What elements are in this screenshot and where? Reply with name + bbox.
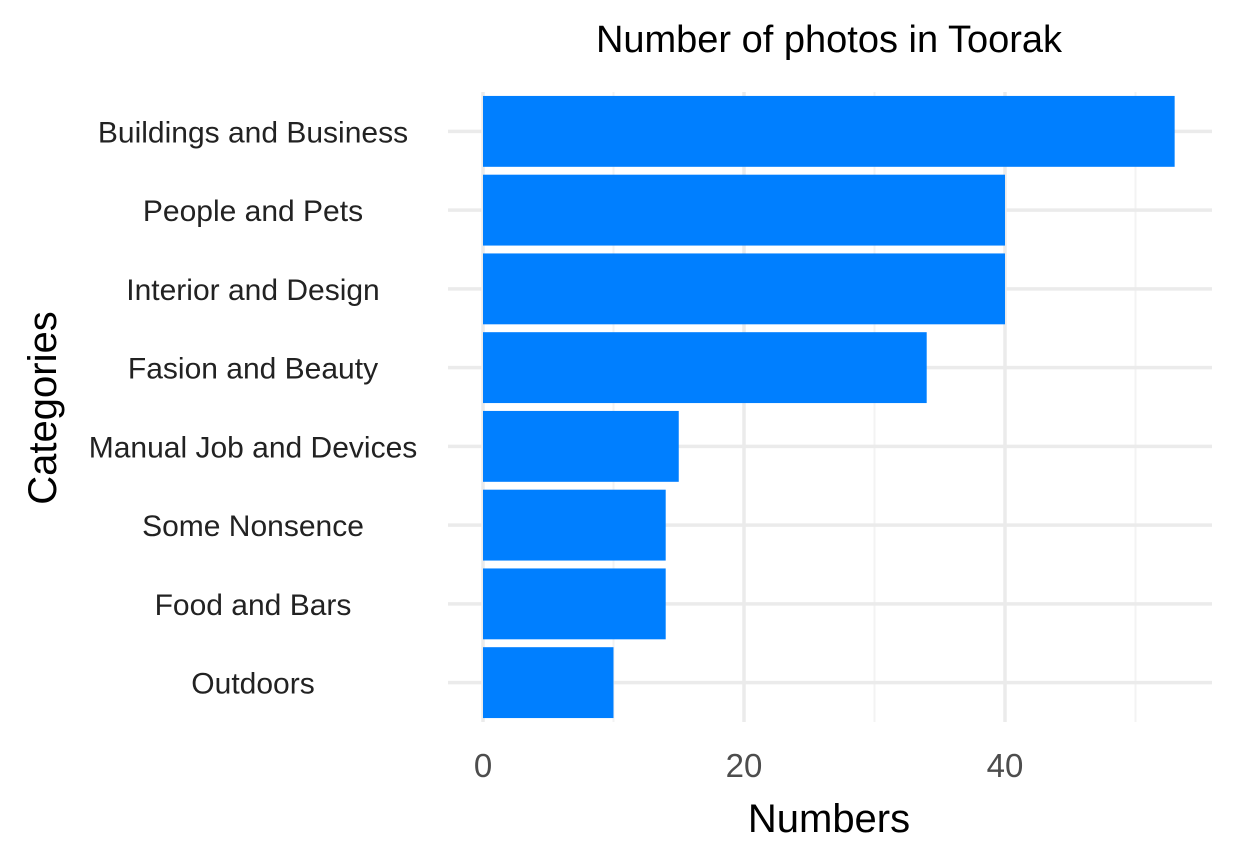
x-axis-title: Numbers — [748, 797, 910, 841]
category-labels: Buildings and Business People and Pets Int… — [89, 116, 418, 700]
category-label: Buildings and Business — [98, 116, 408, 149]
category-label: Fasion and Beauty — [128, 353, 378, 386]
category-label: People and Pets — [143, 195, 363, 228]
chart-title: Number of photos in Toorak — [596, 19, 1063, 61]
bar — [483, 253, 1005, 325]
bar — [483, 647, 614, 719]
bar — [483, 489, 666, 561]
category-label: Food and Bars — [155, 589, 352, 622]
x-tick-labels: 0 20 40 — [474, 747, 1024, 784]
bars — [483, 95, 1175, 719]
category-label: Some Nonsence — [142, 510, 364, 543]
bar — [483, 410, 679, 482]
bar — [483, 174, 1005, 246]
x-tick-label: 0 — [474, 747, 492, 784]
x-tick-label: 20 — [726, 747, 763, 784]
category-label: Interior and Design — [126, 274, 379, 307]
category-label: Manual Job and Devices — [89, 431, 418, 464]
bar — [483, 332, 927, 404]
bar — [483, 95, 1175, 167]
y-axis-title: Categories — [21, 311, 65, 504]
x-tick-label: 40 — [987, 747, 1024, 784]
category-label: Outdoors — [191, 668, 314, 701]
bar — [483, 568, 666, 640]
